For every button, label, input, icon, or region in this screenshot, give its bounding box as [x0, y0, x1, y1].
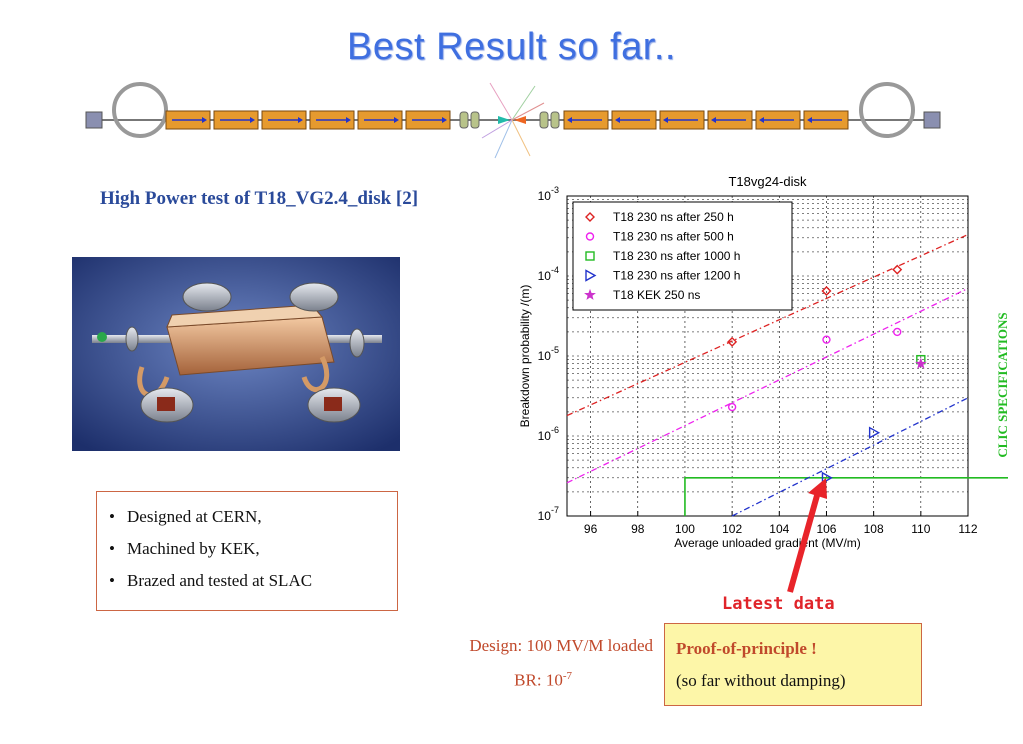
clic-specifications-label: CLIC SPECIFICATIONS	[995, 312, 1010, 457]
legend-label: T18 230 ns after 1000 h	[613, 249, 740, 263]
y-tick-label: 10-5	[538, 345, 559, 363]
legend-label: T18 230 ns after 250 h	[613, 210, 734, 224]
legend-marker	[585, 269, 597, 282]
data-point	[821, 285, 832, 296]
data-point	[822, 335, 831, 344]
legend-marker	[584, 288, 596, 300]
slide-title: Best Result so far..	[347, 26, 676, 68]
legend-marker	[585, 251, 595, 261]
data-point	[915, 357, 927, 369]
legend: T18 230 ns after 250 h T18 230 ns after 5…	[572, 201, 793, 311]
collision-point	[481, 82, 545, 159]
end-cap-right	[923, 111, 941, 129]
y-tick-label: 10-7	[538, 505, 559, 523]
proof-line-2: (so far without damping)	[676, 671, 846, 690]
bullet-item: • Machined by KEK,	[109, 539, 260, 558]
clic-spec-line	[684, 477, 1008, 516]
latest-data-label: Latest data	[722, 594, 835, 614]
test-subtitle: High Power test of T18_VG2.4_disk [2]	[100, 188, 419, 209]
x-tick-label: 108	[864, 522, 884, 536]
y-axis-label: Breakdown probability /(m)	[518, 285, 532, 428]
y-tick-label: 10-4	[538, 265, 559, 283]
legend-label: T18 230 ns after 1200 h	[613, 269, 740, 283]
legend-label: T18 230 ns after 500 h	[613, 230, 734, 244]
x-tick-label: 100	[675, 522, 695, 536]
loop-left	[112, 82, 168, 138]
proof-line-1: Proof-of-principle !	[676, 639, 817, 658]
fit-line	[731, 397, 969, 517]
legend-marker	[585, 212, 595, 222]
loop-right	[859, 82, 915, 138]
latest-data-arrow	[787, 478, 827, 593]
bullet-item: • Brazed and tested at SLAC	[109, 571, 313, 590]
x-axis-label: Average unloaded gradient (MV/m)	[674, 536, 861, 550]
x-tick-label: 98	[631, 522, 645, 536]
legend-marker	[585, 232, 595, 241]
x-tick-label: 96	[584, 522, 598, 536]
data-point	[893, 327, 902, 337]
end-cap-left	[85, 111, 103, 129]
design-gradient: Design: 100 MV/M loaded	[469, 636, 653, 655]
data-point	[727, 336, 738, 347]
fit-line	[566, 233, 969, 417]
x-tick-label: 106	[816, 522, 836, 536]
fit-line	[566, 287, 969, 484]
proof-of-principle-box: Proof-of-principle ! (so far without dam…	[664, 623, 922, 706]
data-point	[916, 354, 926, 365]
data-point	[821, 471, 833, 485]
y-tick-label: 10-6	[538, 425, 559, 443]
x-tick-label: 112	[958, 522, 977, 536]
bullet-list-box: • Designed at CERN, • Machined by KEK, • Br…	[96, 491, 398, 611]
clic-text: CLIC SPECIFICATIONS	[995, 312, 1010, 457]
accelerator-structure-diagram	[85, 82, 941, 159]
x-tick-label: 102	[722, 522, 742, 536]
design-breakdown-rate: BR: 10-7	[514, 670, 572, 690]
data-point	[892, 264, 903, 275]
structure-photo	[72, 257, 400, 451]
x-tick-label: 104	[769, 522, 789, 536]
data-point	[868, 426, 881, 439]
legend-label: T18 KEK 250 ns	[613, 288, 700, 302]
x-tick-label: 110	[911, 522, 930, 536]
bullet-item: • Designed at CERN,	[109, 507, 262, 526]
data-point	[727, 402, 737, 412]
